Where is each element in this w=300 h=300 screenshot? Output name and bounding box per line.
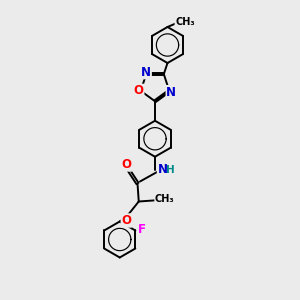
Text: CH₃: CH₃ (155, 194, 175, 204)
Text: N: N (166, 85, 176, 99)
Text: O: O (122, 158, 132, 171)
Text: O: O (134, 84, 144, 98)
Text: CH₃: CH₃ (175, 17, 195, 27)
Text: O: O (121, 214, 131, 227)
Text: N: N (158, 163, 167, 176)
Text: F: F (138, 223, 146, 236)
Text: H: H (166, 166, 175, 176)
Text: N: N (141, 66, 151, 79)
